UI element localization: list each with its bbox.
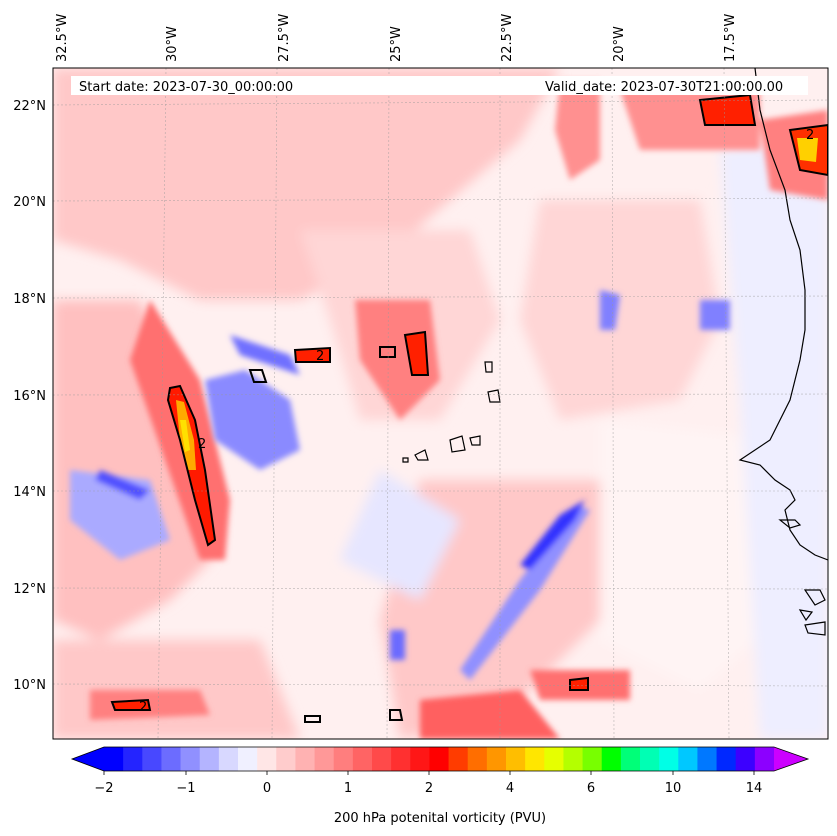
contour-label: 2 bbox=[139, 700, 147, 715]
colorbar-cell bbox=[697, 747, 718, 771]
colorbar-cell bbox=[123, 747, 143, 771]
colorbar-label: 200 hPa potenital vorticity (PVU) bbox=[334, 811, 546, 826]
colorbar-cell bbox=[410, 747, 430, 771]
valid-date-label: Valid_date: 2023-07-30T21:00:00.00 bbox=[545, 80, 783, 95]
colorbar-cell bbox=[238, 747, 258, 771]
colorbar-cell bbox=[525, 747, 545, 771]
colorbar-cell bbox=[429, 747, 450, 771]
colorbar-tick-label: −1 bbox=[176, 781, 195, 796]
colorbar-tick-label: 6 bbox=[587, 781, 595, 796]
colorbar-cell bbox=[659, 747, 679, 771]
colorbar-cell bbox=[180, 747, 201, 771]
lat-label: 22°N bbox=[13, 99, 46, 114]
colorbar-cell bbox=[754, 747, 775, 771]
colorbar-cell bbox=[678, 747, 698, 771]
colorbar-cell bbox=[486, 747, 507, 771]
colorbar-cell bbox=[295, 747, 316, 771]
colorbar-tick-label: 2 bbox=[425, 781, 433, 796]
lon-label: 30°W bbox=[165, 26, 180, 62]
colorbar-cell bbox=[506, 747, 526, 771]
colorbar-cell bbox=[142, 747, 162, 771]
start-date-label: Start date: 2023-07-30_00:00:00 bbox=[79, 80, 293, 95]
colorbar-tick-label: 10 bbox=[665, 781, 682, 796]
colorbar-cell bbox=[161, 747, 182, 771]
lon-label: 20°W bbox=[612, 26, 627, 62]
contour-label: 2 bbox=[806, 128, 814, 143]
lat-label: 20°N bbox=[13, 195, 46, 210]
colorbar-ticks bbox=[103, 771, 755, 775]
colorbar-cell bbox=[544, 747, 564, 771]
colorbar-cell bbox=[199, 747, 220, 771]
colorbar-cell bbox=[582, 747, 603, 771]
map-frame bbox=[52, 67, 829, 740]
lat-label: 10°N bbox=[13, 678, 46, 693]
colorbar-cell bbox=[314, 747, 335, 771]
colorbar-cell bbox=[257, 747, 277, 771]
colorbar-cell bbox=[391, 747, 411, 771]
lon-tick-labels: 32.5°W 30°W 27.5°W 25°W 22.5°W 20°W 17.5… bbox=[55, 14, 738, 62]
colorbar-cell bbox=[601, 747, 622, 771]
colorbar-cell bbox=[563, 747, 584, 771]
colorbar-cell bbox=[448, 747, 469, 771]
lat-label: 16°N bbox=[13, 389, 46, 404]
colorbar-left-extend bbox=[72, 747, 104, 771]
colorbar-cell bbox=[372, 747, 392, 771]
lat-label: 18°N bbox=[13, 292, 46, 307]
colorbar-tick-label: 4 bbox=[506, 781, 514, 796]
colorbar-cell bbox=[276, 747, 296, 771]
colorbar-cell bbox=[218, 747, 239, 771]
lon-label: 32.5°W bbox=[55, 14, 70, 62]
contour-label: 2 bbox=[198, 437, 206, 452]
colorbar-cell bbox=[640, 747, 660, 771]
lon-label: 27.5°W bbox=[277, 14, 292, 62]
colorbar-tick-label: 0 bbox=[263, 781, 271, 796]
colorbar-cell bbox=[352, 747, 373, 771]
colorbar: −2 −1 0 1 2 4 6 10 14 200 hPa potenital … bbox=[70, 746, 810, 826]
colorbar-tick-label: 1 bbox=[344, 781, 352, 796]
colorbar-cell bbox=[716, 747, 737, 771]
colorbar-cell bbox=[735, 747, 756, 771]
colorbar-tick-label: 14 bbox=[746, 781, 763, 796]
colorbar-right-extend bbox=[774, 747, 808, 771]
lat-tick-labels: 22°N 20°N 18°N 16°N 14°N 12°N 10°N bbox=[13, 99, 46, 693]
pv-field bbox=[53, 68, 828, 739]
lon-label: 25°W bbox=[389, 26, 404, 62]
lat-label: 14°N bbox=[13, 485, 46, 500]
lon-label: 17.5°W bbox=[723, 14, 738, 62]
lat-label: 12°N bbox=[13, 582, 46, 597]
colorbar-tick-label: −2 bbox=[94, 781, 113, 796]
lon-label: 22.5°W bbox=[500, 14, 515, 62]
header-box bbox=[71, 76, 808, 95]
colorbar-cell bbox=[104, 747, 124, 771]
colorbar-cell bbox=[620, 747, 641, 771]
contour-label: 2 bbox=[316, 349, 324, 364]
colorbar-cells bbox=[104, 747, 775, 771]
colorbar-cell bbox=[333, 747, 354, 771]
colorbar-cell bbox=[467, 747, 488, 771]
